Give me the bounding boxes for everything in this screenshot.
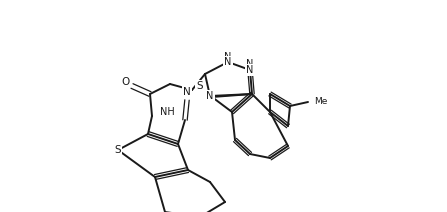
Text: N: N [246,59,254,69]
Text: O: O [121,77,129,87]
Text: N: N [224,57,232,67]
Text: N: N [224,52,232,62]
Text: S: S [196,81,202,91]
Text: N: N [246,65,254,75]
Text: N: N [183,87,191,97]
Text: S: S [115,145,121,155]
Text: N: N [207,91,214,101]
Text: Me: Me [314,98,327,106]
Text: NH: NH [160,107,175,117]
